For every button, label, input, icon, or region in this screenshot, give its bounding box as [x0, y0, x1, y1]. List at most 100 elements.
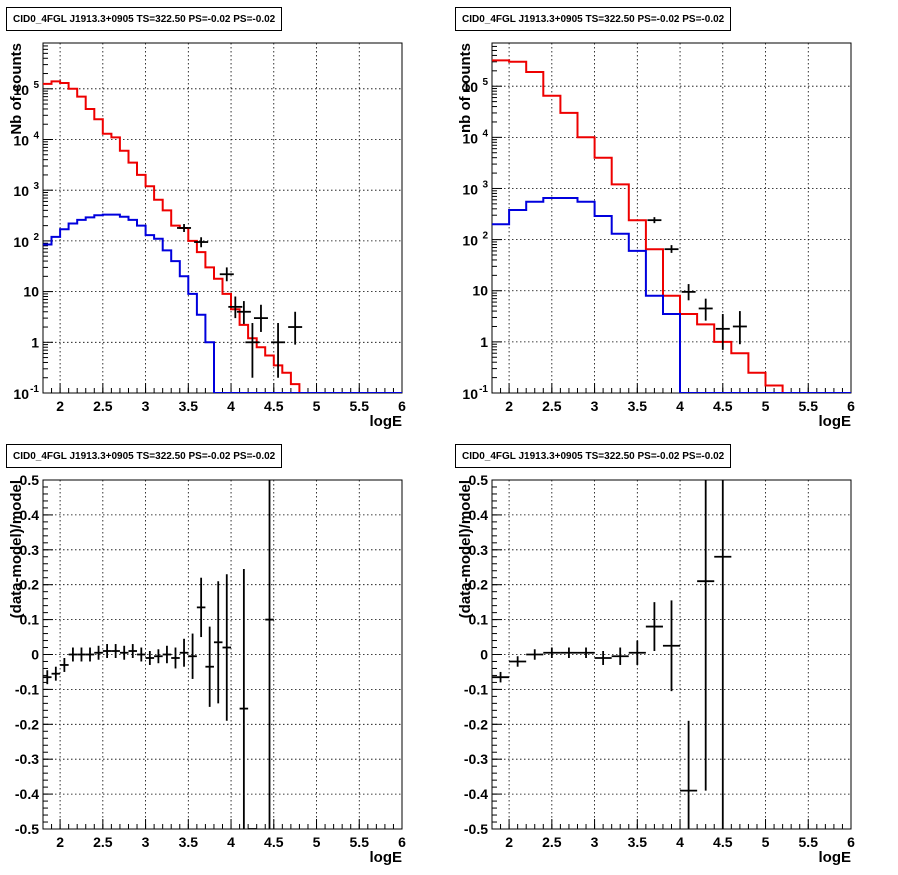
panel-4-y-tick-label-8: 0.3: [469, 542, 489, 558]
panel-3-content: [43, 480, 274, 829]
panel-4-y-tick-label-2: -0.3: [464, 751, 488, 767]
panel-3-y-tick-label-5: 0: [31, 647, 39, 663]
panel-4-y-tick-label-10: 0.5: [469, 472, 489, 488]
panel-2-y-tick-label-1: 1: [480, 334, 488, 350]
panel-1-y-tick-label-2: 10: [23, 284, 39, 300]
panel-1-frame: [42, 42, 403, 394]
panel-2-y-tick-exp-4: 3: [482, 179, 488, 190]
panel-4-plot: 2 2.5 3 3.5 4 4.5 5 5.5 6 -0.5 -0.4 -0.3 -0.2 -0.1 0 0.…: [457, 472, 855, 866]
panel-1-series-1-line: [43, 213, 402, 393]
panel-4-x-tick-label-1: 2.5: [542, 834, 562, 850]
panel-2-x-tick-label-4: 4: [676, 398, 684, 414]
panel-4-y-tick-label-6: 0.1: [469, 612, 489, 628]
panel-1-x-tick-label-6: 5: [313, 398, 321, 414]
panel-1-series-0-line: [43, 80, 402, 393]
panel-3-x-tick-label-4: 4: [227, 834, 235, 850]
panel-2-x-axis-title: logE: [819, 413, 852, 430]
panel-4-x-tick-label-6: 5: [762, 834, 770, 850]
panel-2-x-tick-label-3: 3.5: [628, 398, 648, 414]
panel-2-x-tick-label-1: 2.5: [542, 398, 562, 414]
panel-3-y-tick-label-1: -0.4: [15, 786, 39, 802]
panel-1-y-tick-label-3: 10: [13, 234, 29, 250]
panel-1-y-tick-label-1: 1: [31, 334, 39, 350]
panel-4-y-tick-label-9: 0.4: [469, 507, 489, 523]
panel-3-x-tick-label-8: 6: [398, 834, 406, 850]
panel-2-y-tick-exp-0: -1: [479, 384, 488, 395]
panel-1-x-tick-label-1: 2.5: [93, 398, 113, 414]
panel-3-y-tick-label-10: 0.5: [20, 472, 40, 488]
panel-2-y-tick-exp-6: 5: [482, 77, 488, 88]
panel-1-x-tick-label-4: 4: [227, 398, 235, 414]
panel-2-y-tick-label-6: 10: [462, 79, 478, 95]
panel-3-y-tick-label-9: 0.4: [20, 507, 40, 523]
panel-3-y-tick-label-0: -0.5: [15, 821, 39, 837]
panel-2-y-tick-label-0: 10: [462, 386, 478, 402]
panel-4-y-tick-label-3: -0.2: [464, 716, 488, 732]
panel-4-x-tick-label-8: 6: [847, 834, 855, 850]
panel-3-x-tick-label-0: 2: [56, 834, 64, 850]
panel-3-x-axis-title: logE: [370, 849, 403, 866]
panel-1-content: [43, 80, 402, 393]
panel-3-x-tick-label-5: 4.5: [264, 834, 284, 850]
panel-3-x-tick-label-3: 3.5: [179, 834, 199, 850]
panel-2-y-axis-title: nb of counts: [457, 43, 474, 133]
panel-2-series-0-line: [492, 59, 851, 393]
panel-1-y-tick-exp-6: 5: [33, 80, 39, 91]
panel-3-x-tick-label-2: 3: [142, 834, 150, 850]
panel-2-x-tick-label-2: 3: [591, 398, 599, 414]
panel-3-title: CID0_4FGL J1913.3+0905 TS=322.50 PS=-0.0…: [6, 444, 283, 468]
panel-3-x-tick-label-1: 2.5: [93, 834, 113, 850]
panel-3-y-axis-title: (data-model)/model: [8, 480, 25, 618]
panel-2-x-tick-label-6: 5: [762, 398, 770, 414]
panel-4-y-tick-label-0: -0.5: [464, 821, 488, 837]
panel-3-y-tick-label-8: 0.3: [20, 542, 40, 558]
panel-2-y-tick-label-4: 10: [462, 181, 478, 197]
panel-4-x-tick-label-2: 3: [591, 834, 599, 850]
panel-2-y-tick-exp-3: 2: [482, 231, 488, 242]
panel-2-x-tick-label-7: 5.5: [799, 398, 819, 414]
panel-4-y-tick-label-5: 0: [480, 647, 488, 663]
panel-1-y-tick-exp-0: -1: [30, 384, 39, 395]
panel-1-y-tick-label-5: 10: [13, 132, 29, 148]
panel-4-x-tick-label-4: 4: [676, 834, 684, 850]
panel-4-x-tick-label-0: 2: [505, 834, 513, 850]
panel-1-y-tick-label-6: 10: [13, 82, 29, 98]
panel-1-y-tick-label-4: 10: [13, 183, 29, 199]
panel-4-y-axis-title: (data-model)/model: [457, 480, 474, 618]
panel-4-x-tick-label-3: 3.5: [628, 834, 648, 850]
panel-4-title: CID0_4FGL J1913.3+0905 TS=322.50 PS=-0.0…: [455, 444, 732, 468]
panel-2-y-tick-label-3: 10: [462, 233, 478, 249]
panel-1-y-tick-exp-5: 4: [33, 130, 39, 141]
panel-1-x-axis-title: logE: [370, 413, 403, 430]
panel-4-y-tick-label-4: -0.1: [464, 681, 488, 697]
panel-4-x-tick-label-7: 5.5: [799, 834, 819, 850]
panel-1-x-tick-label-8: 6: [398, 398, 406, 414]
panel-1-x-tick-label-5: 4.5: [264, 398, 284, 414]
panel-1-y-tick-label-0: 10: [13, 386, 29, 402]
panel-2-series-1-line: [492, 197, 851, 393]
panel-2-x-tick-label-0: 2: [505, 398, 513, 414]
panel-1-x-tick-label-2: 3: [142, 398, 150, 414]
panel-3-x-tick-label-6: 5: [313, 834, 321, 850]
panel-4-y-tick-label-1: -0.4: [464, 786, 488, 802]
panel-3-x-tick-label-7: 5.5: [350, 834, 370, 850]
panel-2-y-tick-label-5: 10: [462, 130, 478, 146]
panel-2-y-tick-label-2: 10: [472, 283, 488, 299]
panel-4-x-tick-label-5: 4.5: [713, 834, 733, 850]
panel-2-x-tick-label-8: 6: [847, 398, 855, 414]
panel-4-x-axis-title: logE: [819, 849, 852, 866]
panel-3-y-tick-label-6: 0.1: [20, 612, 40, 628]
panel-3-y-tick-label-3: -0.2: [15, 716, 39, 732]
panel-1-x-tick-label-0: 2: [56, 398, 64, 414]
panel-2-y-tick-exp-5: 4: [482, 128, 488, 139]
panel-2-title: CID0_4FGL J1913.3+0905 TS=322.50 PS=-0.0…: [455, 7, 732, 31]
panel-4-content: [492, 480, 732, 829]
panel-2-x-tick-label-5: 4.5: [713, 398, 733, 414]
panel-1-title: CID0_4FGL J1913.3+0905 TS=322.50 PS=-0.0…: [6, 7, 283, 31]
panel-2-content: [492, 59, 851, 393]
panel-3-y-tick-label-7: 0.2: [20, 577, 40, 593]
panel-1-y-tick-exp-4: 3: [33, 181, 39, 192]
